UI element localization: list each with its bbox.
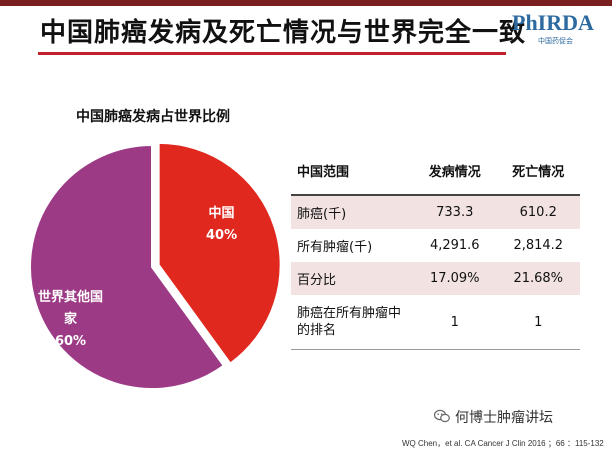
row-mortality: 1 (496, 295, 580, 350)
row-incidence: 17.09% (413, 262, 497, 295)
pie-slice-world (29, 143, 226, 390)
header-incidence: 发病情况 (413, 147, 497, 196)
wechat-icon (434, 409, 450, 423)
table-row: 肺癌在所有肿瘤中的排名 1 1 (291, 295, 580, 350)
table-row: 肺癌(千) 733.3 610.2 (291, 195, 580, 229)
slice-label-china: 中国 40% (206, 203, 237, 247)
table-row: 百分比 17.09% 21.68% (291, 262, 580, 295)
row-mortality: 610.2 (496, 195, 580, 229)
row-label: 肺癌在所有肿瘤中的排名 (291, 295, 413, 350)
row-label: 百分比 (291, 262, 413, 295)
slice-label-world: 世界其他国 家 60% (38, 287, 103, 353)
table-header-row: 中国范围 发病情况 死亡情况 (291, 147, 580, 196)
slice-name-world-line2: 家 (64, 312, 78, 327)
table-row: 所有肿瘤(千) 4,291.6 2,814.2 (291, 229, 580, 262)
row-label: 所有肿瘤(千) (297, 240, 373, 255)
statistics-table: 中国范围 发病情况 死亡情况 肺癌(千) 733.3 610.2 所有肿瘤(千)… (291, 147, 580, 350)
chart-title: 中国肺癌发病占世界比例 (76, 109, 230, 125)
phirda-logo: PhIRDA 中国药促会 (512, 10, 604, 46)
citation: WQ Chen，et al. CA Cancer J Clin 2016 ；66… (402, 439, 604, 448)
page-title: 中国肺癌发病及死亡情况与世界完全一致 (40, 18, 527, 48)
slice-name-china: 中国 (208, 206, 235, 221)
slice-value-world: 60% (54, 334, 87, 349)
watermark-text: 何博士肿瘤讲坛 (455, 410, 553, 426)
top-bar (0, 0, 612, 6)
logo-subtitle: 中国药促会 (538, 37, 573, 45)
row-mortality: 21.68% (496, 262, 580, 295)
header-mortality: 死亡情况 (496, 147, 580, 196)
slice-name-world-line1: 世界其他国 (38, 290, 104, 305)
logo-text: PhIRDA (512, 10, 594, 35)
slice-value-china: 40% (206, 228, 238, 243)
row-incidence: 4,291.6 (429, 238, 480, 253)
header-scope: 中国范围 (291, 147, 413, 196)
row-incidence: 1 (413, 295, 497, 350)
row-label: 肺癌(千) (291, 195, 413, 229)
row-incidence: 733.3 (413, 195, 497, 229)
title-underline (38, 52, 506, 55)
row-mortality: 2,814.2 (513, 238, 564, 253)
pie-slice-china (157, 141, 282, 365)
